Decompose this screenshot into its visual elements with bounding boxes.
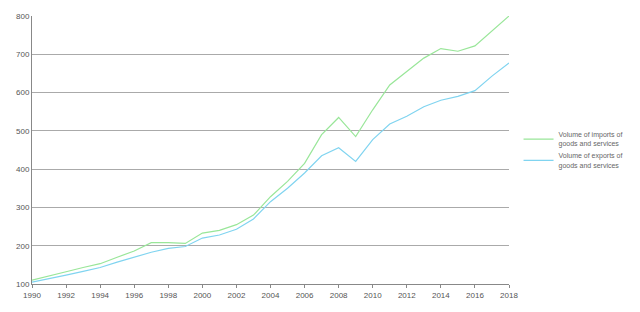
svg-text:1992: 1992 <box>57 291 75 300</box>
svg-text:200: 200 <box>16 242 30 251</box>
svg-text:500: 500 <box>16 127 30 136</box>
svg-text:2002: 2002 <box>228 291 246 300</box>
svg-text:2012: 2012 <box>398 291 416 300</box>
svg-text:1998: 1998 <box>159 291 177 300</box>
svg-text:700: 700 <box>16 50 30 59</box>
svg-text:2000: 2000 <box>193 291 211 300</box>
svg-text:400: 400 <box>16 165 30 174</box>
svg-text:Volume of imports ofgoods and: Volume of imports ofgoods and services <box>559 131 623 148</box>
svg-text:2008: 2008 <box>330 291 348 300</box>
svg-text:800: 800 <box>16 12 30 21</box>
svg-text:300: 300 <box>16 203 30 212</box>
svg-text:2004: 2004 <box>262 291 280 300</box>
svg-text:600: 600 <box>16 88 30 97</box>
svg-text:1990: 1990 <box>23 291 41 300</box>
svg-text:1994: 1994 <box>91 291 109 300</box>
svg-text:2018: 2018 <box>500 291 518 300</box>
svg-text:2016: 2016 <box>466 291 484 300</box>
svg-text:Volume of exports ofgoods and: Volume of exports ofgoods and services <box>559 152 623 169</box>
svg-text:2006: 2006 <box>296 291 314 300</box>
svg-text:1996: 1996 <box>125 291 143 300</box>
svg-text:2010: 2010 <box>364 291 382 300</box>
svg-text:2014: 2014 <box>432 291 450 300</box>
svg-text:100: 100 <box>16 280 30 289</box>
